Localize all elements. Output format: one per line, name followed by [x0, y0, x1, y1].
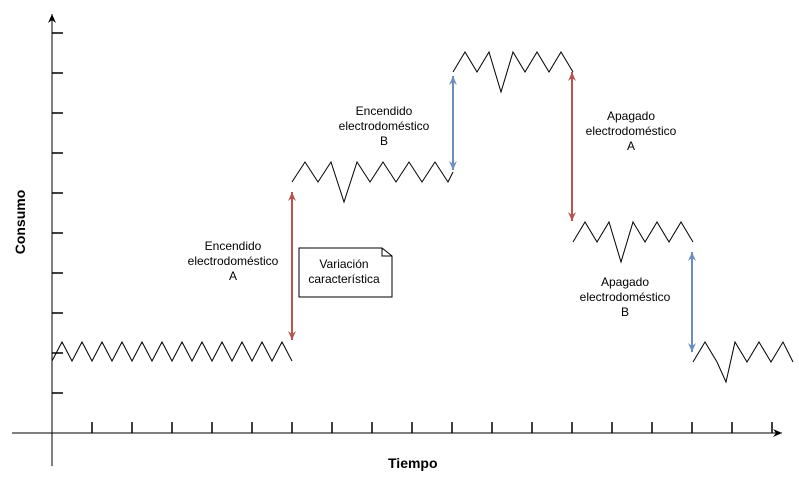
label-on-a: Encendido electrodoméstico A [187, 239, 279, 283]
signal-final [692, 340, 794, 384]
x-axis-ticks [91, 422, 773, 433]
signal-baseline [51, 340, 293, 363]
note-fold [381, 248, 392, 257]
signal-level-a [291, 160, 454, 204]
signal-level-b [572, 220, 694, 264]
label-on-b: Encendido electrodoméstico B [338, 104, 430, 148]
label-off-a: Apagado electrodoméstico A [585, 109, 677, 153]
note-box [298, 247, 393, 298]
y-axis-ticks [52, 32, 63, 394]
y-axis-title: Consumo [12, 189, 28, 255]
note-text: Variación característica [308, 257, 380, 286]
signal-level-ab [452, 50, 574, 94]
x-axis-title: Tiempo [388, 455, 438, 471]
label-off-b: Apagado electrodoméstico B [579, 275, 671, 319]
